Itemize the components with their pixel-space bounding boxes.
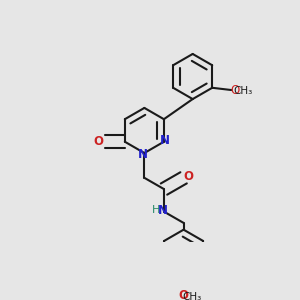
Text: H: H: [152, 205, 160, 215]
Text: N: N: [158, 203, 168, 217]
Text: N: N: [138, 148, 148, 161]
Text: N: N: [160, 134, 170, 147]
Text: CH₃: CH₃: [233, 86, 252, 96]
Text: O: O: [93, 135, 103, 148]
Text: CH₃: CH₃: [182, 292, 201, 300]
Text: O: O: [230, 83, 239, 97]
Text: O: O: [183, 170, 194, 183]
Text: O: O: [178, 290, 189, 300]
